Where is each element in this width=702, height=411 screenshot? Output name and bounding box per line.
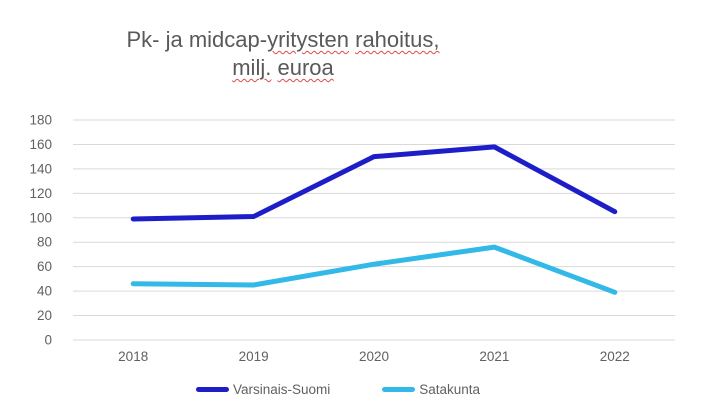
title-line: milj. euroa <box>0 54 566 82</box>
misspelled-word: yritysten <box>267 27 349 52</box>
legend-swatch-satakunta-icon <box>382 386 416 392</box>
series-line-varsinais-suomi <box>130 144 618 222</box>
y-axis-label: 120 <box>29 186 52 201</box>
legend-swatch-varsinais-suomi-icon <box>195 386 229 392</box>
x-axis-label: 2022 <box>600 349 630 364</box>
y-axis-label: 0 <box>44 333 52 348</box>
legend-item-satakunta: Satakunta <box>382 382 480 397</box>
y-axis-label: 100 <box>29 210 52 225</box>
misspelled-word: rahoitus, <box>355 27 440 52</box>
x-axis-label: 2018 <box>118 349 148 364</box>
y-axis-label: 20 <box>37 308 52 323</box>
x-axis-label: 2020 <box>359 349 389 364</box>
title-text: Pk- ja midcap- <box>126 27 268 52</box>
y-axis-label: 160 <box>29 137 52 152</box>
series-line-satakunta <box>130 244 618 295</box>
legend: Varsinais-Suomi Satakunta <box>0 380 676 398</box>
y-axis-label: 140 <box>29 161 52 176</box>
misspelled-word: euroa <box>277 55 334 80</box>
x-axis-label: 2021 <box>479 349 509 364</box>
x-axis-label: 2019 <box>239 349 269 364</box>
y-axis-label: 180 <box>29 113 52 128</box>
y-axis-label: 40 <box>37 284 52 299</box>
title-line: Pk- ja midcap-yritysten rahoitus, <box>0 26 566 54</box>
y-axis-label: 80 <box>37 235 52 250</box>
misspelled-word: milj. <box>232 55 272 80</box>
y-axis-label: 60 <box>37 259 52 274</box>
legend-label: Satakunta <box>419 381 481 397</box>
legend-label: Varsinais-Suomi <box>232 381 331 397</box>
chart-title[interactable]: Pk- ja midcap-yritysten rahoitus, milj. e… <box>0 26 566 82</box>
legend-item-varsinais-suomi: Varsinais-Suomi <box>195 381 331 397</box>
